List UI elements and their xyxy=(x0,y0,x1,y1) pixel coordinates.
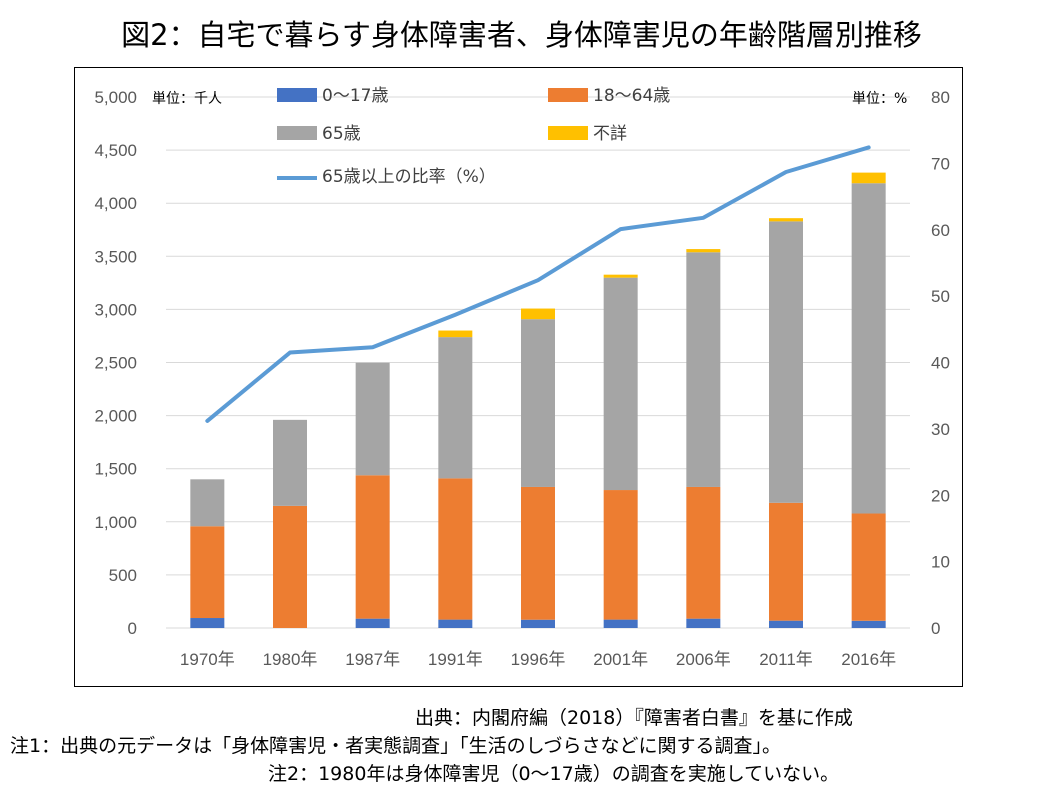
x-tick-label: 2006年 xyxy=(676,650,731,669)
bar-segment xyxy=(603,277,638,491)
y2-tick-label: 10 xyxy=(931,553,950,572)
y-tick-label: 1,000 xyxy=(94,513,137,532)
bar-segment xyxy=(438,337,473,479)
y2-tick-label: 50 xyxy=(931,287,950,306)
legend-swatch-65 xyxy=(277,126,317,140)
bar-segment xyxy=(355,362,390,476)
bar-segment xyxy=(603,274,638,278)
legend-label-ratio: 65歳以上の比率（%） xyxy=(322,167,496,187)
bar-segment xyxy=(190,479,225,527)
y-axis-left: 0 500 1,000 1,500 2,000 2,500 3,000 3,500 4,000 4… xyxy=(94,88,137,638)
y2-tick-label: 60 xyxy=(931,221,950,240)
bar-segment xyxy=(686,249,721,253)
y2-tick-label: 40 xyxy=(931,354,950,373)
x-tick-label: 1987年 xyxy=(345,650,400,669)
legend-label-18-64: 18〜64歳 xyxy=(593,86,670,106)
bar-segment xyxy=(686,618,721,628)
bar-segment xyxy=(851,172,886,184)
bar-segment xyxy=(603,619,638,628)
y-tick-label: 0 xyxy=(128,619,137,638)
bar-segment xyxy=(438,478,473,620)
chart-title: 図2：自宅で暮らす身体障害者、身体障害児の年齢階層別推移 xyxy=(121,18,922,52)
y-tick-label: 3,000 xyxy=(94,300,137,319)
y-tick-label: 3,500 xyxy=(94,247,137,266)
legend-label-unknown: 不詳 xyxy=(593,124,627,144)
legend-swatch-unknown xyxy=(548,126,588,140)
bar-segment xyxy=(603,490,638,620)
bar-segment xyxy=(273,505,307,628)
y2-tick-label: 20 xyxy=(931,486,950,505)
y-axis-right: 0 10 20 30 40 50 60 70 80 xyxy=(931,88,950,638)
x-tick-label: 1996年 xyxy=(511,650,566,669)
x-tick-label: 1970年 xyxy=(180,650,235,669)
note-2: 注2：1980年は身体障害児（0〜17歳）の調査を実施していない。 xyxy=(268,763,840,785)
x-tick-label: 1980年 xyxy=(263,650,318,669)
y-tick-label: 500 xyxy=(109,566,137,585)
source-note: 出典：内閣府編（2018）『障害者白書』を基に作成 xyxy=(415,707,853,729)
bars xyxy=(190,172,886,628)
unit-label-left: 単位：千人 xyxy=(152,91,222,107)
bar-segment xyxy=(769,221,803,503)
bar-segment xyxy=(355,618,390,628)
bar-segment xyxy=(686,252,721,487)
unit-label-right: 単位：% xyxy=(852,91,907,107)
x-tick-label: 1991年 xyxy=(428,650,483,669)
bar-segment xyxy=(769,502,803,621)
legend-swatch-18-64 xyxy=(548,88,588,102)
bar-segment xyxy=(521,308,555,320)
bar-segment xyxy=(851,620,886,628)
y-tick-label: 4,000 xyxy=(94,194,137,213)
bar-segment xyxy=(521,619,555,628)
x-axis: 1970年 1980年 1987年 1991年 1996年 2001年 2006年 2011年… xyxy=(180,650,896,669)
ratio-line xyxy=(205,145,871,423)
chart-frame xyxy=(74,67,963,687)
bar-segment xyxy=(273,419,307,506)
bar-segment xyxy=(438,330,473,338)
bar-segment xyxy=(521,486,555,620)
bar-segment xyxy=(190,526,225,619)
y-tick-label: 5,000 xyxy=(94,88,137,107)
bar-segment xyxy=(190,618,225,628)
legend-label-65: 65歳 xyxy=(322,124,361,144)
y-tick-label: 2,500 xyxy=(94,354,137,373)
y2-tick-label: 80 xyxy=(931,88,950,107)
bar-segment xyxy=(521,319,555,487)
bar-segment xyxy=(769,620,803,628)
bar-segment xyxy=(851,183,886,514)
note-1: 注1：出典の元データは「身体障害児・者実態調査」「生活のしづらさなどに関する調査… xyxy=(10,735,781,757)
bar-segment xyxy=(355,475,390,619)
bar-segment xyxy=(851,513,886,621)
x-tick-label: 2011年 xyxy=(759,650,813,669)
y2-tick-label: 30 xyxy=(931,420,950,439)
y-tick-label: 2,000 xyxy=(94,407,137,426)
y2-tick-label: 70 xyxy=(931,154,950,173)
y-tick-label: 1,500 xyxy=(94,460,137,479)
y-tick-label: 4,500 xyxy=(94,141,137,160)
bar-segment xyxy=(769,218,803,222)
legend-label-0-17: 0〜17歳 xyxy=(322,86,388,106)
legend-swatch-0-17 xyxy=(277,88,317,102)
y2-tick-label: 0 xyxy=(931,619,940,638)
x-tick-label: 2016年 xyxy=(841,650,896,669)
x-tick-label: 2001年 xyxy=(593,650,648,669)
bar-segment xyxy=(686,486,721,619)
bar-segment xyxy=(438,619,473,628)
legend: 0〜17歳 18〜64歳 65歳 不詳 65歳以上の比率（%） xyxy=(277,86,670,187)
